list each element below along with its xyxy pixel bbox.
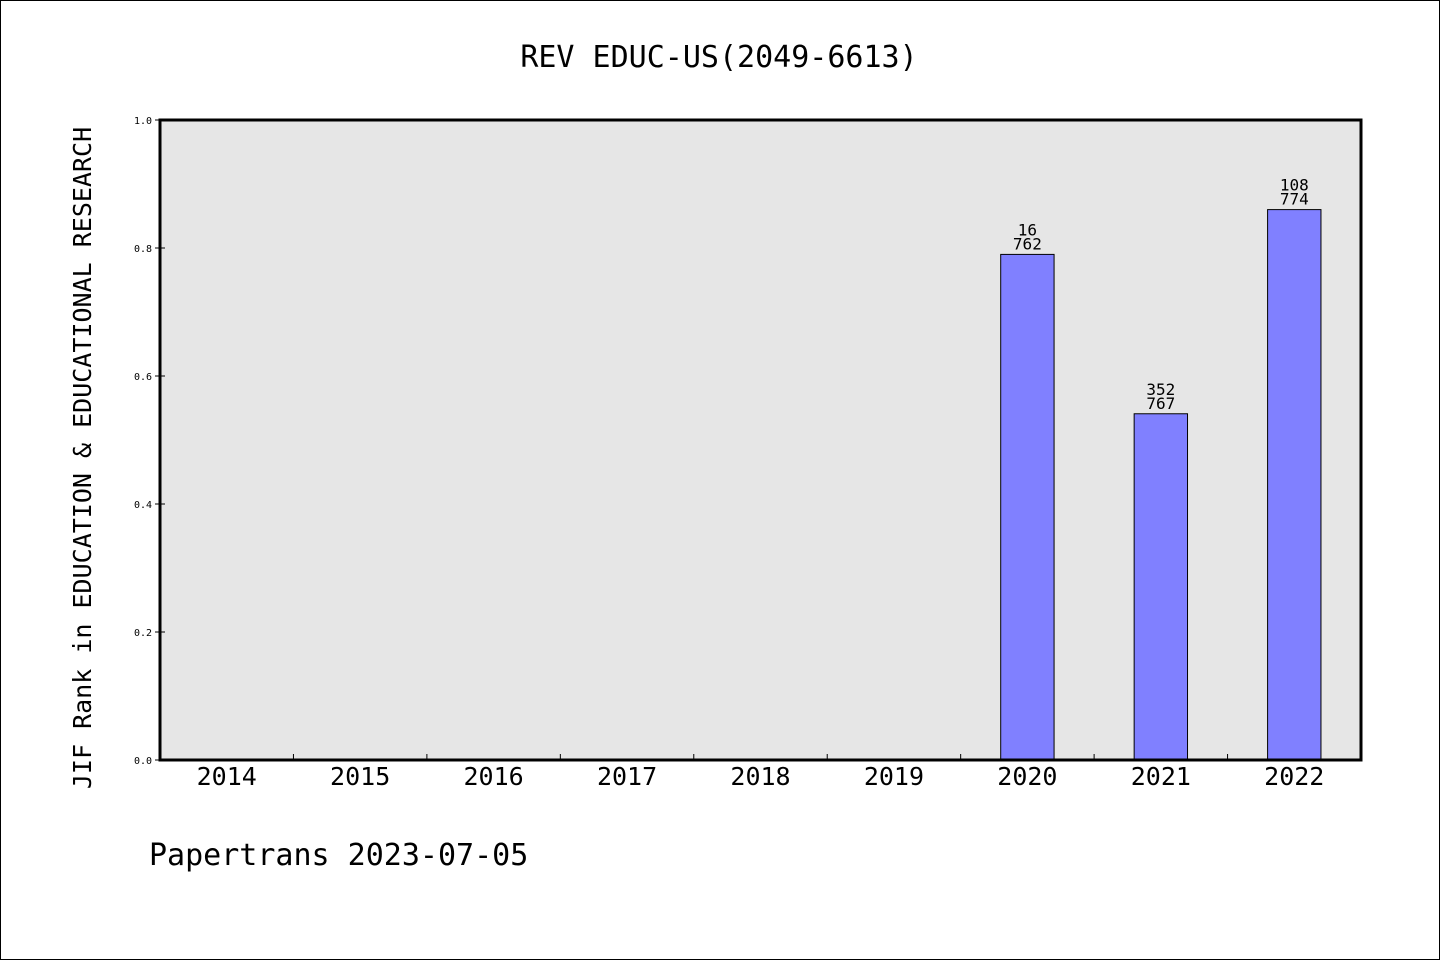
bar-2020 <box>1000 253 1055 761</box>
x-tick-label: 2019 <box>864 762 924 791</box>
bar-rank-label: 16 <box>1018 220 1037 239</box>
x-axis-labels: 2014 2015 2016 2017 2018 2019 2020 2021 2022 <box>197 762 1325 791</box>
plot-border <box>158 118 1363 762</box>
x-tick-label: 2016 <box>464 762 524 791</box>
bar-total-label: 774 <box>1280 190 1309 209</box>
bar-total-label: 767 <box>1146 394 1175 413</box>
y-tick-label: 0.6 <box>134 372 152 383</box>
x-tick-label: 2020 <box>997 762 1057 791</box>
x-tick-label: 2018 <box>730 762 790 791</box>
x-tick-label: 2017 <box>597 762 657 791</box>
y-tick-label: 1.0 <box>134 116 152 127</box>
footer-credit: Papertrans 2023-07-05 <box>149 838 528 873</box>
x-tick-label: 2021 <box>1131 762 1191 791</box>
bar-rank-label: 108 <box>1280 176 1309 195</box>
bar-2022 <box>1267 209 1322 761</box>
bars <box>1000 209 1322 761</box>
y-tick-label: 0.0 <box>134 756 152 767</box>
bar-rank-label: 352 <box>1146 380 1175 399</box>
x-tick-label: 2015 <box>330 762 390 791</box>
x-tick-label: 2022 <box>1264 762 1324 791</box>
y-tick-label: 0.4 <box>134 500 152 511</box>
bar-total-label: 762 <box>1013 234 1042 253</box>
bar-2021 <box>1133 413 1189 761</box>
chart-title: REV EDUC-US(2049-6613) <box>520 40 917 75</box>
y-tick-label: 0.2 <box>134 628 152 639</box>
y-tick-label: 0.8 <box>134 244 152 255</box>
y-axis-label: JIF Rank in EDUCATION & EDUCATIONAL RESE… <box>68 127 97 789</box>
x-tick-label: 2014 <box>197 762 257 791</box>
